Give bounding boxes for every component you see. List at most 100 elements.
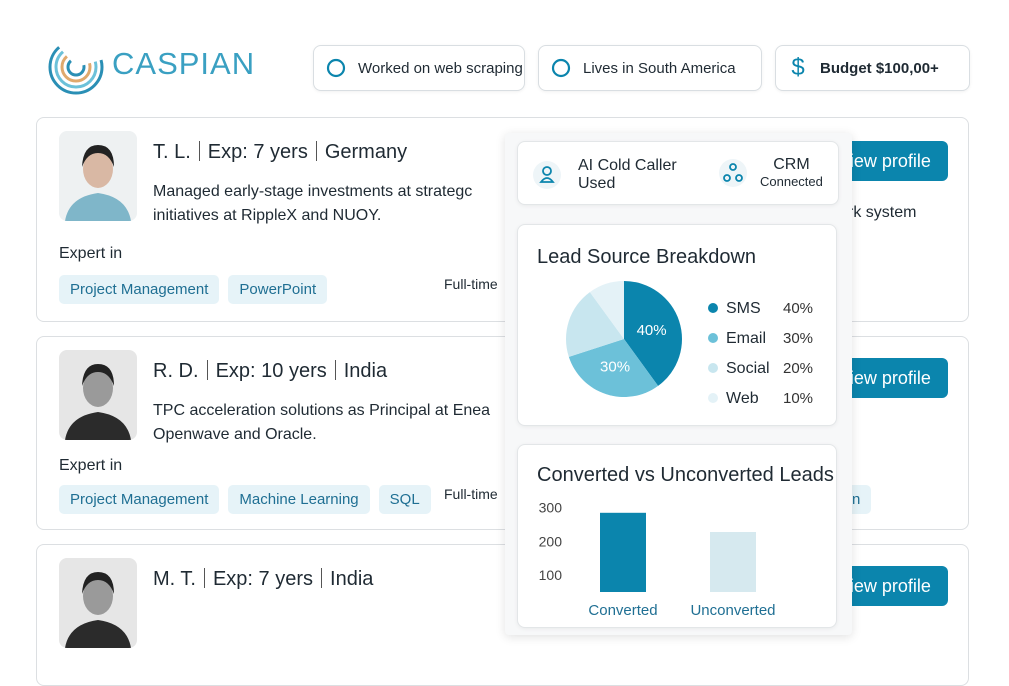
pie-slice xyxy=(566,292,624,357)
status-icon xyxy=(719,158,747,187)
avatar-hair xyxy=(82,572,114,594)
separator xyxy=(206,360,208,380)
summary-line: Openwave and Oracle. xyxy=(153,426,317,443)
avatar-head xyxy=(83,369,113,407)
bar-card: Converted vs Unconverted Leads 100 200 300 C… xyxy=(517,444,837,628)
legend-value: 30% xyxy=(783,330,813,347)
separator xyxy=(321,568,323,588)
avatar-head xyxy=(83,150,113,188)
filter-chip[interactable]: $ Budget $100,00+ xyxy=(775,45,970,91)
avatar-body xyxy=(65,193,131,221)
pie-slice xyxy=(589,281,624,339)
legend-label: Email xyxy=(726,330,766,347)
pie-slice xyxy=(624,281,682,386)
filter-chip[interactable]: Lives in South America xyxy=(538,45,762,91)
legend-value: 40% xyxy=(783,300,813,317)
icon-head xyxy=(542,166,552,176)
logo-ring xyxy=(48,39,104,95)
separator xyxy=(315,141,317,161)
icon-node xyxy=(723,173,731,182)
candidate-heading: M. T. Exp: 7 yers India xyxy=(153,568,373,591)
candidate-heading: T. L. Exp: 7 yers Germany xyxy=(153,141,407,164)
legend-dot xyxy=(708,303,718,313)
filter-label: Lives in South America xyxy=(583,59,736,77)
legend-value: 20% xyxy=(783,360,813,377)
bar-chart: Converted vs Unconverted Leads 100 200 300 C… xyxy=(537,464,834,619)
bar xyxy=(600,512,646,592)
status-text: CRM Connected xyxy=(760,156,823,189)
status-icon xyxy=(533,161,561,189)
candidate-experience: Exp: 7 yers xyxy=(207,141,308,163)
candidate-country: India xyxy=(330,568,374,590)
status-label: CRM xyxy=(773,156,810,173)
skill-chip: SQL xyxy=(378,485,431,514)
separator xyxy=(334,360,336,380)
page: CASPIAN Worked on web scraping Lives in So… xyxy=(36,39,970,686)
summary-line: TPC acceleration solutions as Principal … xyxy=(153,402,491,419)
candidate-name: M. T. xyxy=(153,568,196,590)
candidate-country: India xyxy=(343,360,388,382)
avatar-body xyxy=(65,620,131,648)
y-tick-label: 300 xyxy=(539,500,563,516)
filter-icon-svg xyxy=(551,59,571,78)
overlay-panel: AI Cold Caller Used CRM Connected Lead Sour… xyxy=(505,133,852,635)
status-label: AI Cold Caller Used xyxy=(578,157,677,192)
legend-label: Web xyxy=(726,390,759,407)
legend-dot xyxy=(708,393,718,403)
status-item: AI Cold Caller Used xyxy=(532,157,698,193)
icon-ring xyxy=(326,59,346,78)
filter-chip[interactable]: Worked on web scraping xyxy=(313,45,525,91)
expert-label: Expert in xyxy=(59,245,123,262)
status-item: CRM Connected xyxy=(718,156,823,189)
x-tick-label: Unconverted xyxy=(690,602,775,619)
avatar xyxy=(59,350,137,440)
pie-slice xyxy=(568,339,659,397)
x-tick-label: Converted xyxy=(588,602,657,619)
separator xyxy=(198,141,200,161)
status-sublabel: Connected xyxy=(760,174,823,189)
logo-ring xyxy=(54,45,98,89)
separator xyxy=(203,568,205,588)
candidate-name: R. D. xyxy=(153,360,199,382)
avatar-hair xyxy=(82,364,114,386)
candidate-summary: TPC acceleration solutions as Principal … xyxy=(153,399,490,447)
employment-type: Full-time xyxy=(444,276,498,292)
summary-line: Managed early-stage investments at strat… xyxy=(153,183,473,200)
icon-node xyxy=(735,173,743,182)
chart-title: Converted vs Unconverted Leads xyxy=(537,464,834,486)
legend-dot xyxy=(708,363,718,373)
avatar-body xyxy=(65,412,131,440)
candidate-country: Germany xyxy=(324,141,408,163)
candidate-experience: Exp: 10 yers xyxy=(215,360,327,382)
slice-label: 30% xyxy=(600,359,630,376)
avatar-head xyxy=(83,577,113,615)
candidate-summary: Managed early-stage investments at strat… xyxy=(153,180,472,228)
status-card: AI Cold Caller Used CRM Connected xyxy=(517,141,839,205)
skills: Project Management PowerPoint xyxy=(59,275,336,304)
expert-label: Expert in xyxy=(59,457,123,474)
y-tick-label: 200 xyxy=(539,533,563,549)
skill-chip: Project Management xyxy=(59,485,220,514)
legend-label: Social xyxy=(726,360,770,377)
avatar xyxy=(59,131,137,221)
skills: Project Management Machine Learning SQL xyxy=(59,485,440,514)
avatar xyxy=(59,558,137,648)
filter-label: Worked on web scraping xyxy=(358,59,523,77)
icon-ring xyxy=(551,59,571,78)
logo-ring xyxy=(60,51,92,83)
filter-icon xyxy=(314,57,358,79)
chart-title: Lead Source Breakdown xyxy=(537,246,756,268)
filter-icon-svg xyxy=(326,59,346,78)
filter-icon: $ xyxy=(791,54,805,81)
slice-label: 40% xyxy=(637,322,667,339)
candidate-experience: Exp: 7 yers xyxy=(212,568,314,590)
summary-line: initiatives at RippleX and NUOY. xyxy=(153,207,382,224)
y-tick-label: 100 xyxy=(539,567,563,583)
skill-chip: Project Management xyxy=(59,275,220,304)
skill-chip: Machine Learning xyxy=(228,485,370,514)
legend-dot xyxy=(708,333,718,343)
legend-label: SMS xyxy=(726,300,761,317)
skill-chip: PowerPoint xyxy=(228,275,328,304)
candidate-note: rk system xyxy=(848,204,917,221)
icon-body xyxy=(539,177,555,183)
